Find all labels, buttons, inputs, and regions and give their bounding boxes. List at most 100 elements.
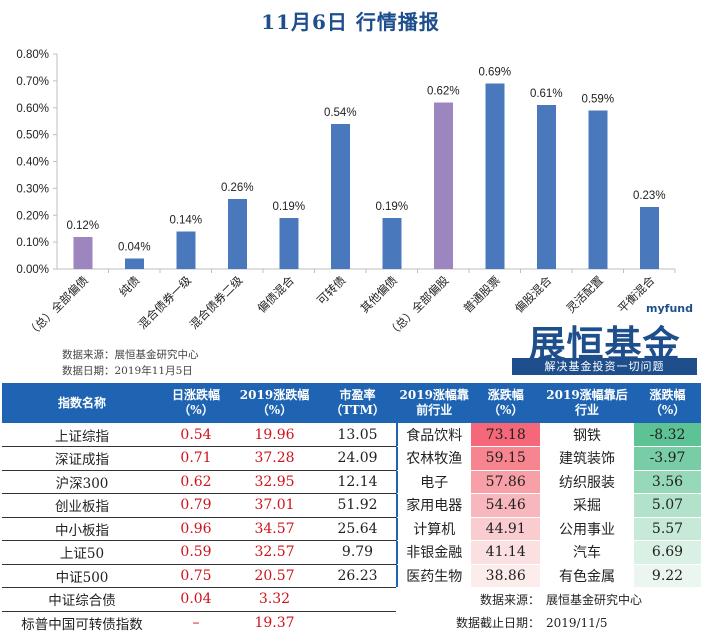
bar <box>279 217 299 269</box>
column-header: 涨跌幅（%） <box>634 383 701 423</box>
value-cell: 24.09 <box>319 446 396 471</box>
industry-table-body: 食品饮料 73.18 钢铁 -8.32 农林牧渔 59.15 建筑装饰 -3.97 电子 57.8… <box>397 423 701 635</box>
value-cell: 12.14 <box>319 470 396 494</box>
industry-change-cell: 57.86 <box>471 470 540 494</box>
industry-name-cell: 钢铁 <box>539 423 635 447</box>
industry-name-cell: 公用事业 <box>539 517 635 541</box>
index-name-cell: 深证成指 <box>2 446 162 471</box>
page-title: 11月6日 行情播报 <box>261 10 440 34</box>
industry-name-cell: 计算机 <box>397 517 472 541</box>
data-label: 0.12% <box>66 220 99 232</box>
bar <box>588 110 608 269</box>
note-row: 数据来源： 展恒基金研究中心 <box>397 587 701 612</box>
column-header: 涨跌幅（%） <box>471 383 540 423</box>
table-row: 食品饮料 73.18 钢铁 -8.32 <box>397 423 701 447</box>
note-value: 2019/11/5 <box>539 611 701 635</box>
bar <box>176 231 196 269</box>
industry-change-cell: 3.56 <box>634 470 701 494</box>
table-row: 农林牧渔 59.15 建筑装饰 -3.97 <box>397 446 701 471</box>
note-label: 数据来源： <box>397 587 540 612</box>
value-cell: 37.01 <box>230 493 319 518</box>
industry-name-cell: 医药生物 <box>397 564 472 588</box>
industry-name-cell: 采掘 <box>539 493 635 518</box>
logo-small-text: myfund <box>646 302 693 315</box>
industry-name-cell: 纺织服装 <box>539 470 635 494</box>
column-header: 指数名称 <box>2 383 162 423</box>
industry-change-cell: 38.86 <box>471 564 540 588</box>
data-label: 0.19% <box>272 201 305 213</box>
value-cell: 9.79 <box>319 540 396 565</box>
industry-name-cell: 电子 <box>397 470 472 494</box>
index-name-cell: 标普中国可转债指数 <box>21 617 143 633</box>
value-cell: 0.59 <box>162 540 230 565</box>
industry-name-cell: 建筑装饰 <box>539 446 635 471</box>
logo-tagline: 解决基金投资一切问题 <box>512 358 697 375</box>
y-tick-label: 0.60% <box>16 103 49 115</box>
table-row: 上证50 0.59 32.57 9.79 <box>2 540 396 565</box>
value-cell: 0.54 <box>162 423 230 447</box>
industry-change-cell: 6.69 <box>634 540 701 565</box>
value-cell: 0.62 <box>162 470 230 494</box>
x-tick-label: 混合债券二级 <box>187 273 246 332</box>
value-cell: 51.92 <box>319 493 396 518</box>
index-table-header: 指数名称 日涨跌幅（%） 2019涨跌幅（%） 市盈率（TTM） <box>2 383 396 423</box>
column-header: 2019涨跌幅（%） <box>230 383 319 423</box>
y-tick-label: 0.80% <box>16 49 49 61</box>
industry-change-cell: 59.15 <box>471 446 540 471</box>
column-header: 日涨跌幅（%） <box>162 383 230 423</box>
data-label: 0.23% <box>633 190 666 202</box>
value-cell: 0.79 <box>162 493 230 518</box>
x-tick-label: 可转债 <box>314 273 348 307</box>
table-row: 电子 57.86 纺织服装 3.56 <box>397 470 701 494</box>
column-header: 市盈率（TTM） <box>319 383 396 423</box>
value-cell: 26.23 <box>319 564 396 588</box>
data-label: 0.14% <box>169 214 202 226</box>
y-tick-label: 0.70% <box>16 76 49 88</box>
bar <box>124 258 144 269</box>
column-header: 2019涨幅靠后行业 <box>539 383 635 423</box>
value-cell: 0.71 <box>162 446 230 471</box>
value-cell: – <box>192 615 200 631</box>
y-tick-label: 0.00% <box>16 264 49 276</box>
table-row: 医药生物 38.86 有色金属 9.22 <box>397 564 701 588</box>
industry-name-cell: 家用电器 <box>397 493 472 518</box>
data-label: 0.26% <box>221 182 254 194</box>
value-cell: 25.64 <box>319 517 396 541</box>
index-name-cell: 创业板指 <box>2 493 162 518</box>
table-row: 中证500 0.75 20.57 26.23 <box>2 564 396 588</box>
table-row: 标普中国可转债指数 – 19.37 <box>2 611 396 635</box>
index-name-cell: 上证综指 <box>2 423 162 447</box>
value-cell <box>319 587 396 612</box>
index-name-cell: 中证综合债 <box>2 587 162 612</box>
value-cell: 0.04 <box>162 587 230 612</box>
bar <box>536 105 556 269</box>
table-row: 中小板指 0.96 34.57 25.64 <box>2 517 396 541</box>
value-cell: 0.75 <box>162 564 230 588</box>
bar <box>73 236 93 269</box>
brand-logo: myfund 展恒基金 解决基金投资一切问题 <box>512 302 697 375</box>
x-tick-label: 其他偏债 <box>357 273 399 315</box>
table-row: 沪深300 0.62 32.95 12.14 <box>2 470 396 494</box>
data-label: 0.04% <box>118 241 151 253</box>
data-label: 0.54% <box>324 107 357 119</box>
x-tick-label: 纯债 <box>116 273 142 299</box>
data-label: 0.69% <box>478 67 511 79</box>
industry-change-cell: 73.18 <box>471 423 540 447</box>
industry-name-cell: 汽车 <box>539 540 635 565</box>
column-header: 2019涨幅靠前行业 <box>397 383 472 423</box>
industry-change-cell: 54.46 <box>471 493 540 518</box>
data-label: 0.61% <box>530 88 563 100</box>
value-cell: 34.57 <box>230 517 319 541</box>
industry-name-cell: 食品饮料 <box>397 423 472 447</box>
note-value: 展恒基金研究中心 <box>539 587 701 612</box>
x-tick-label: 偏债混合 <box>254 273 297 316</box>
note-label: 数据截止日期： <box>397 611 540 635</box>
value-cell: 20.57 <box>230 564 319 588</box>
y-tick-label: 0.20% <box>16 210 49 222</box>
value-cell: 32.57 <box>230 540 319 565</box>
x-tick-label: （总）全部偏债 <box>24 273 91 340</box>
table-row: 计算机 44.91 公用事业 5.57 <box>397 517 701 541</box>
value-cell: 0.96 <box>162 517 230 541</box>
table-row: 上证综指 0.54 19.96 13.05 <box>2 423 396 447</box>
y-tick-label: 0.10% <box>16 237 49 249</box>
